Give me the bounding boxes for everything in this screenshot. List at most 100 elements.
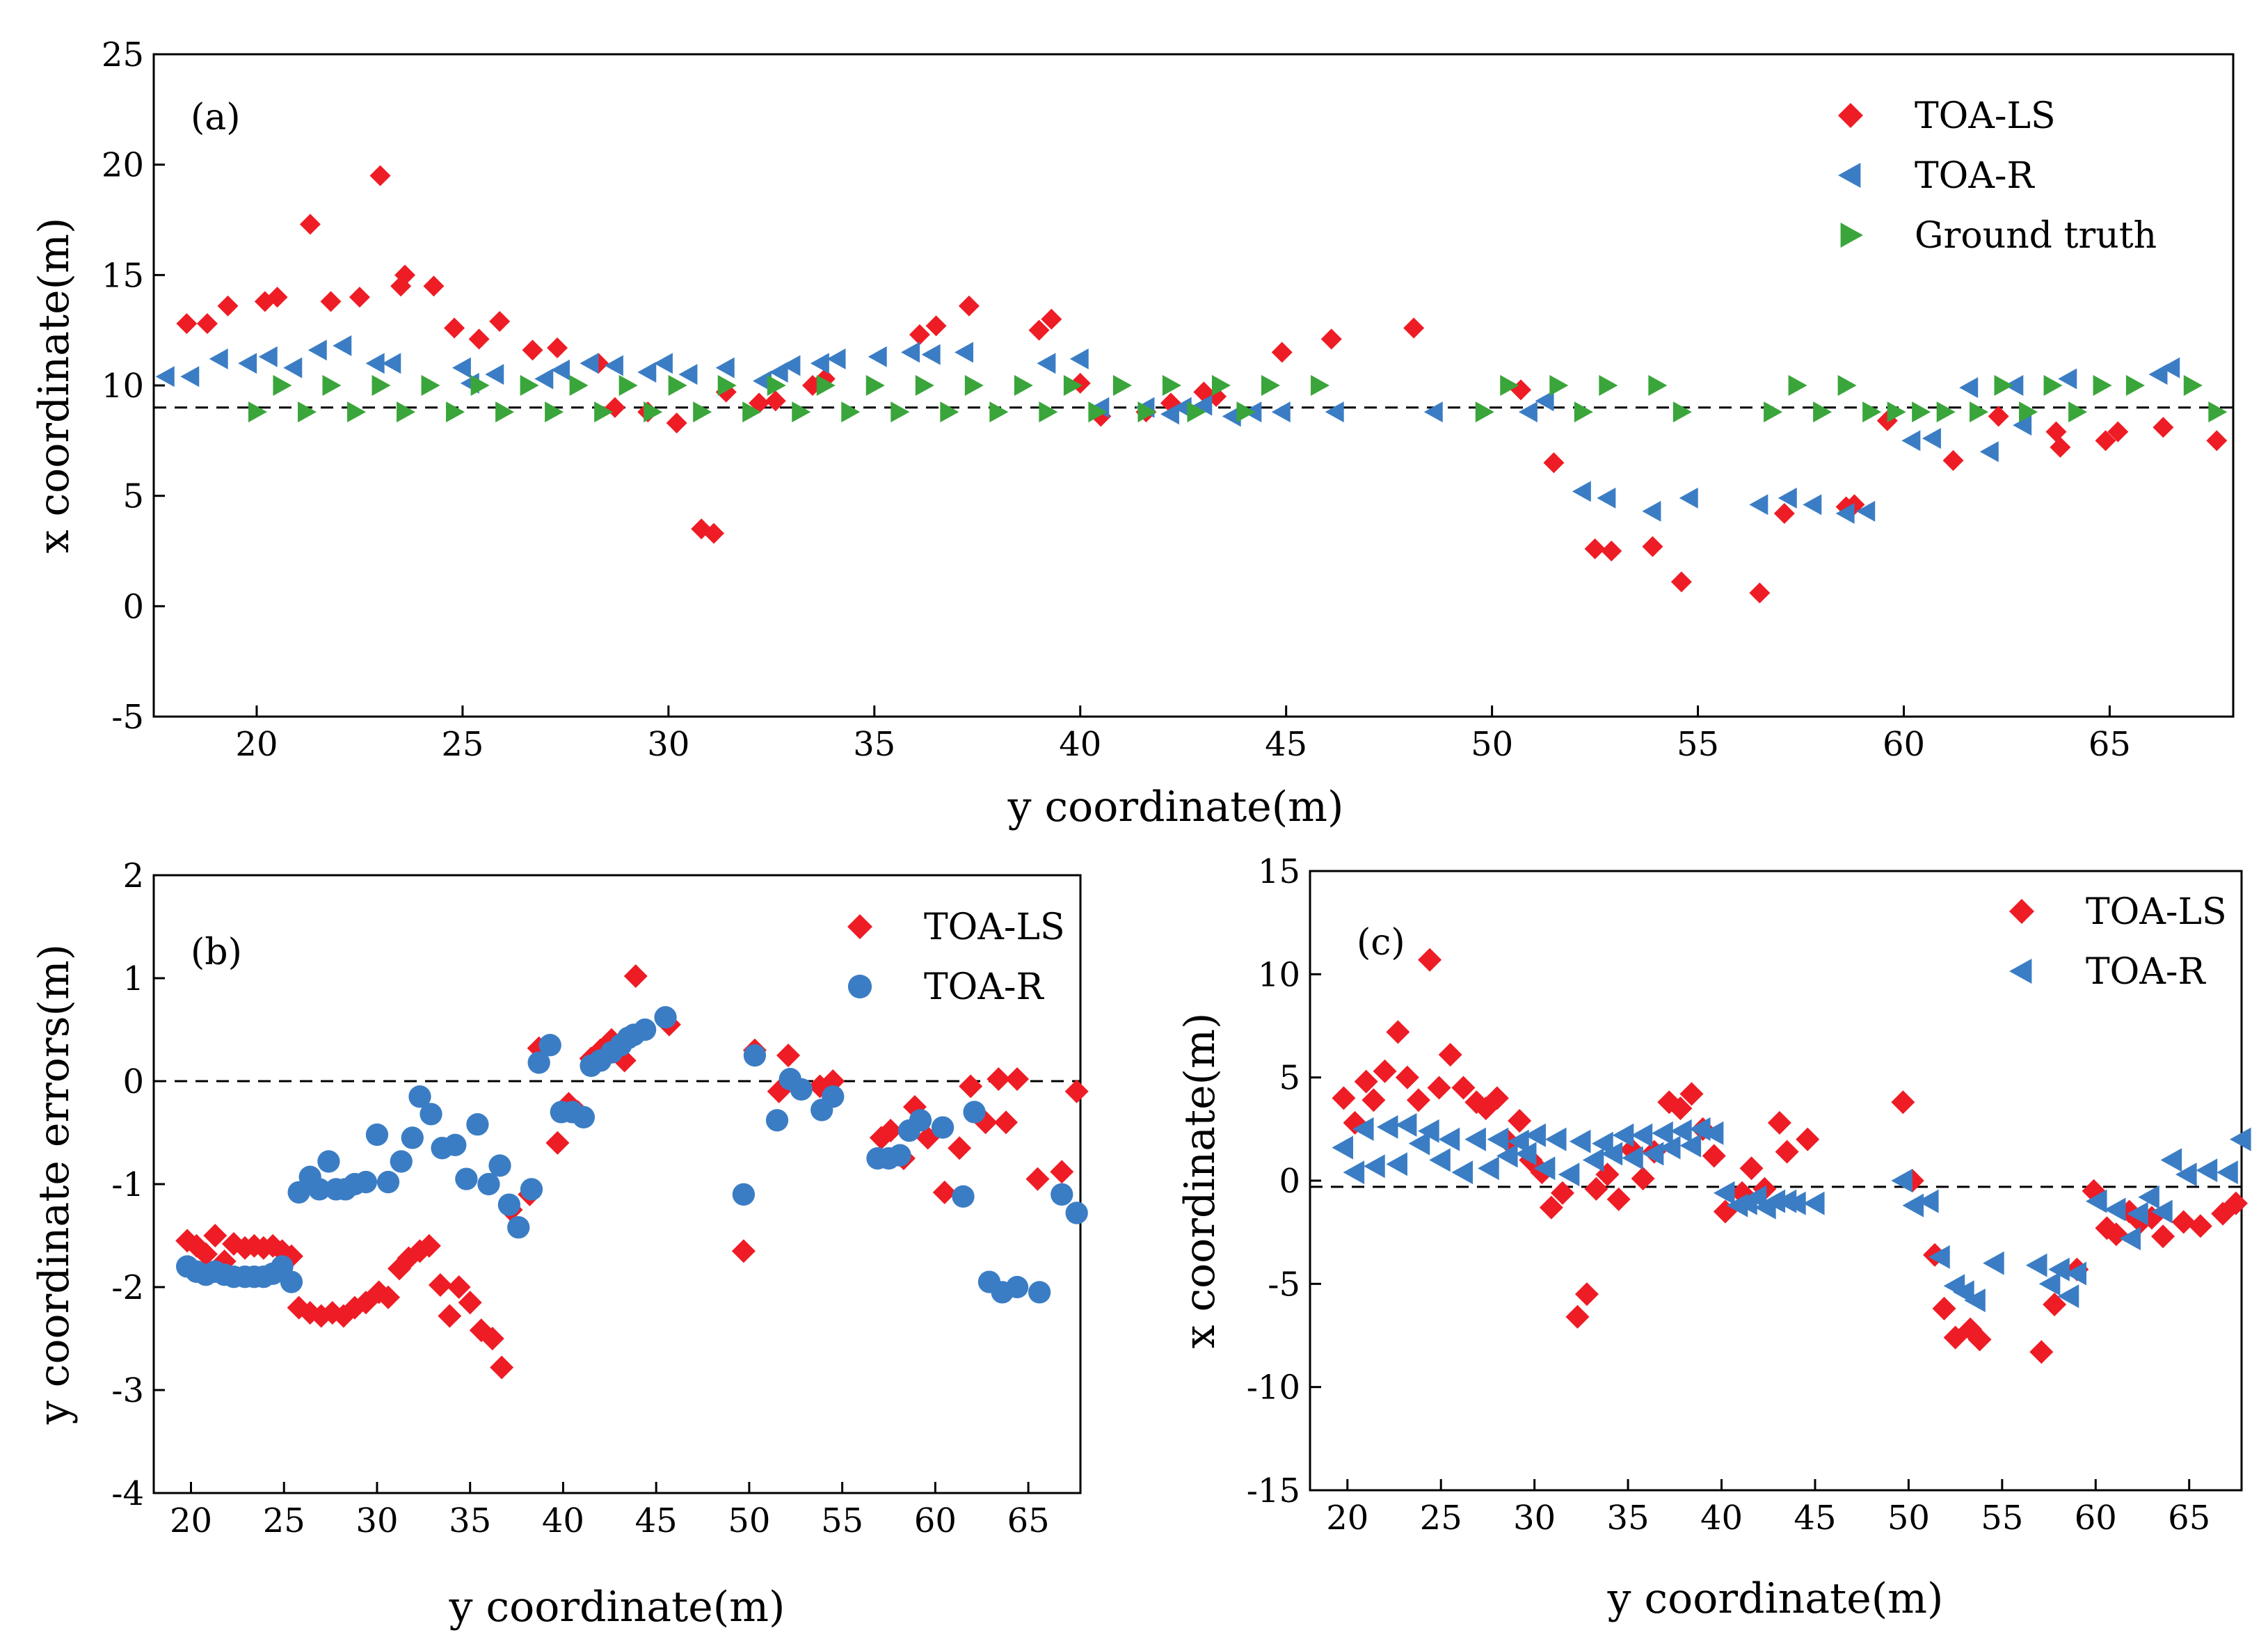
ground-truth-point [693,401,712,423]
toa-ls-point [1565,1304,1590,1329]
ground-truth-point [618,375,638,396]
toa-r-point [1037,353,1056,374]
toa-ls-point [1271,342,1293,363]
toa-r-point [790,1078,813,1101]
panel-b-label: (b) [191,932,242,973]
toa-ls-legend-marker-shape [1838,103,1863,128]
toa-r-point [1343,1160,1365,1185]
y-tick-label: -5 [111,698,144,737]
toa-r-point [1386,1152,1407,1176]
toa-r-point [354,1170,378,1194]
panel-b-legend: TOA-LS TOA-R [847,907,1065,1008]
toa-ls-point [1584,1176,1608,1201]
toa-ls-point [932,1180,957,1204]
panel-b-ticks: 20 25 30 35 40 45 50 55 60 65 -4 -3 -2 -1 0 1 2 [111,856,1049,1540]
toa-ls-point [2095,430,2116,452]
toa-ls-point [1386,1020,1410,1044]
toa-ls-point [1403,317,1425,339]
toa-ls-point [959,1074,983,1099]
toa-ls-point [1025,1167,1050,1191]
ground-truth-point [792,401,811,423]
toa-ls-point [2153,417,2174,438]
toa-r-legend-marker-shape [847,974,872,999]
toa-ls-point [1395,1065,1419,1090]
x-tick-label: 50 [1887,1499,1930,1538]
toa-r-point [1764,1189,1786,1213]
y-tick-label: -4 [111,1474,144,1513]
y-tick-label: 0 [122,1062,144,1101]
toa-ls-point [299,214,321,235]
ground-truth-point [322,375,342,396]
toa-r-point [1749,494,1768,516]
toa-r-point [1856,500,1876,522]
toa-ls-point [958,295,980,317]
x-tick-label: 50 [1471,725,1513,764]
toa-r-point [444,1133,467,1156]
toa-r-point [1487,1127,1509,1151]
legend-label-toa-r: TOA-R [1915,155,2035,197]
toa-ls-point [423,276,445,297]
toa-ls-point [1354,1069,1378,1094]
toa-r-point [538,1034,561,1057]
toa-r-point [1901,430,1921,452]
toa-r-point [2217,1160,2238,1185]
ground-truth-point [1014,375,1033,396]
toa-r-point [485,364,504,385]
panel-c-legend: TOA-LS TOA-R [2009,891,2227,993]
x-tick-label: 60 [914,1501,957,1540]
toa-r-point [365,1123,389,1147]
panel-c-ticks: 20 25 30 35 40 45 50 55 60 65 -15 -10 -5 0 5 10 15 [1247,852,2211,1538]
toa-r-point [1524,1123,1546,1147]
ground-truth-point [495,401,515,423]
toa-r-point [901,342,920,363]
x-tick-label: 25 [441,725,484,764]
ground-truth-point [594,401,614,423]
toa-ls-point [1373,1059,1397,1083]
toa-ls-point [193,1242,218,1266]
legend-marker-toa-r [1838,163,1861,188]
legend-marker-toa-ls [1838,103,1863,128]
ground-truth-point [964,375,984,396]
x-tick-label: 20 [1326,1499,1368,1538]
toa-ls-point [2050,436,2071,458]
toa-r-point [2160,1148,2182,1172]
toa-ls-point [1550,1181,1574,1205]
toa-r-point [653,353,673,374]
x-tick-label: 60 [1883,725,1925,764]
toa-ls-point [1679,1082,1704,1106]
toa-ls-point [731,1239,756,1263]
y-tick-label: 10 [1258,955,1300,994]
ground-truth-legend-marker-shape [1840,223,1863,248]
toa-ls-point [1427,1076,1451,1100]
panel-b-y-axis-label: y coordinate errors(m) [30,944,79,1425]
toa-r-point [477,1172,500,1196]
toa-r-point [826,348,846,369]
toa-r-point [408,1085,431,1108]
toa-ls-point [1584,538,1606,559]
ground-truth-point [397,401,416,423]
toa-r-point [1713,1181,1735,1205]
x-tick-label: 40 [1700,1499,1743,1538]
toa-ls-point [623,964,648,989]
toa-r-point [1745,1185,1767,1209]
x-tick-label: 30 [647,725,689,764]
toa-r-point [452,357,471,378]
toa-r-point [1679,1133,1702,1158]
toa-ls-point [2188,1214,2212,1238]
legend-label-toa-ls: TOA-LS [2086,891,2227,933]
toa-r-point [1891,1169,1912,1192]
y-tick-label: 25 [102,35,144,74]
ground-truth-point [989,401,1009,423]
toa-ls-point [1485,1086,1509,1110]
panel-a-label: (a) [191,97,241,138]
toa-r-point [1508,1129,1529,1154]
toa-r-point [1429,1148,1451,1172]
toa-r-point [822,1085,845,1108]
toa-ls-point [1508,1108,1532,1133]
toa-r-point [420,1103,442,1126]
toa-ls-point [490,1355,514,1380]
ground-truth-point [1648,375,1668,396]
x-tick-label: 35 [853,725,895,764]
toa-ls-point [1642,536,1663,557]
toa-r-point [1352,1117,1374,1141]
